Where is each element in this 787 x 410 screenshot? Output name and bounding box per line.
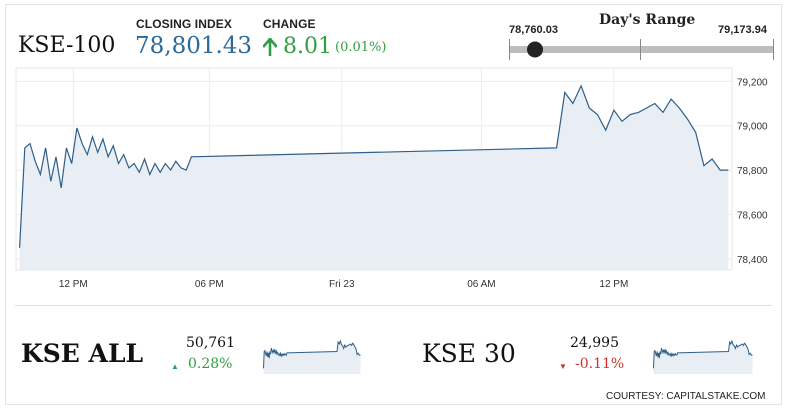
sparkline-area xyxy=(653,341,753,374)
closing-index-value: 78,801.43 xyxy=(135,33,253,59)
kse-30-change: -0.11% xyxy=(575,356,625,372)
range-track xyxy=(509,46,774,53)
sparkline-area xyxy=(263,341,361,374)
y-tick-label: 78,400 xyxy=(737,255,768,266)
days-range-title: Day's Range xyxy=(599,12,696,28)
series-line xyxy=(19,84,729,248)
days-range-low: 78,760.03 xyxy=(509,24,558,36)
sparkline-line xyxy=(653,339,753,369)
change-label: CHANGE xyxy=(263,17,316,31)
y-tick-label: 79,000 xyxy=(737,122,768,133)
days-range-slider[interactable] xyxy=(509,39,774,61)
kse-all-name: KSE ALL xyxy=(21,339,144,368)
sparkline-line xyxy=(263,339,361,369)
index-title: KSE-100 xyxy=(18,33,116,58)
x-tick-label: 06 PM xyxy=(195,279,224,290)
x-tick-label: Fri 23 xyxy=(329,279,355,290)
triangle-down-icon: ▼ xyxy=(559,362,567,371)
x-tick-label: 12 PM xyxy=(59,279,88,290)
section-divider xyxy=(15,305,772,306)
kse-all-change: 0.28% xyxy=(188,356,233,372)
main-chart: 12 PM 06 PM Fri 23 06 AM 12 PM 79,200 79,000 78… xyxy=(15,67,768,290)
y-tick-label: 79,200 xyxy=(737,77,768,88)
x-tick-label: 12 PM xyxy=(599,279,628,290)
kse-all-sparkline xyxy=(263,339,361,374)
kse-30-sparkline xyxy=(653,339,753,374)
triangle-up-icon: ▲ xyxy=(171,362,179,371)
change-value: 8.01 xyxy=(283,34,332,59)
x-tick-label: 06 AM xyxy=(467,279,495,290)
courtesy-text: COURTESY: CAPITALSTAKE.COM xyxy=(606,391,766,402)
kse-all-value: 50,761 xyxy=(186,335,235,351)
widget-frame xyxy=(5,4,782,405)
days-range-high: 79,173.94 xyxy=(718,24,767,36)
arrow-up-icon xyxy=(262,37,278,57)
range-thumb[interactable] xyxy=(527,41,543,58)
closing-index-label: CLOSING INDEX xyxy=(136,17,232,31)
kse-30-name: KSE 30 xyxy=(422,339,516,368)
y-tick-label: 78,600 xyxy=(737,211,768,222)
series-area xyxy=(19,85,729,270)
change-percent: (0.01%) xyxy=(335,40,387,55)
kse-30-value: 24,995 xyxy=(570,335,619,351)
y-tick-label: 78,800 xyxy=(737,166,768,177)
